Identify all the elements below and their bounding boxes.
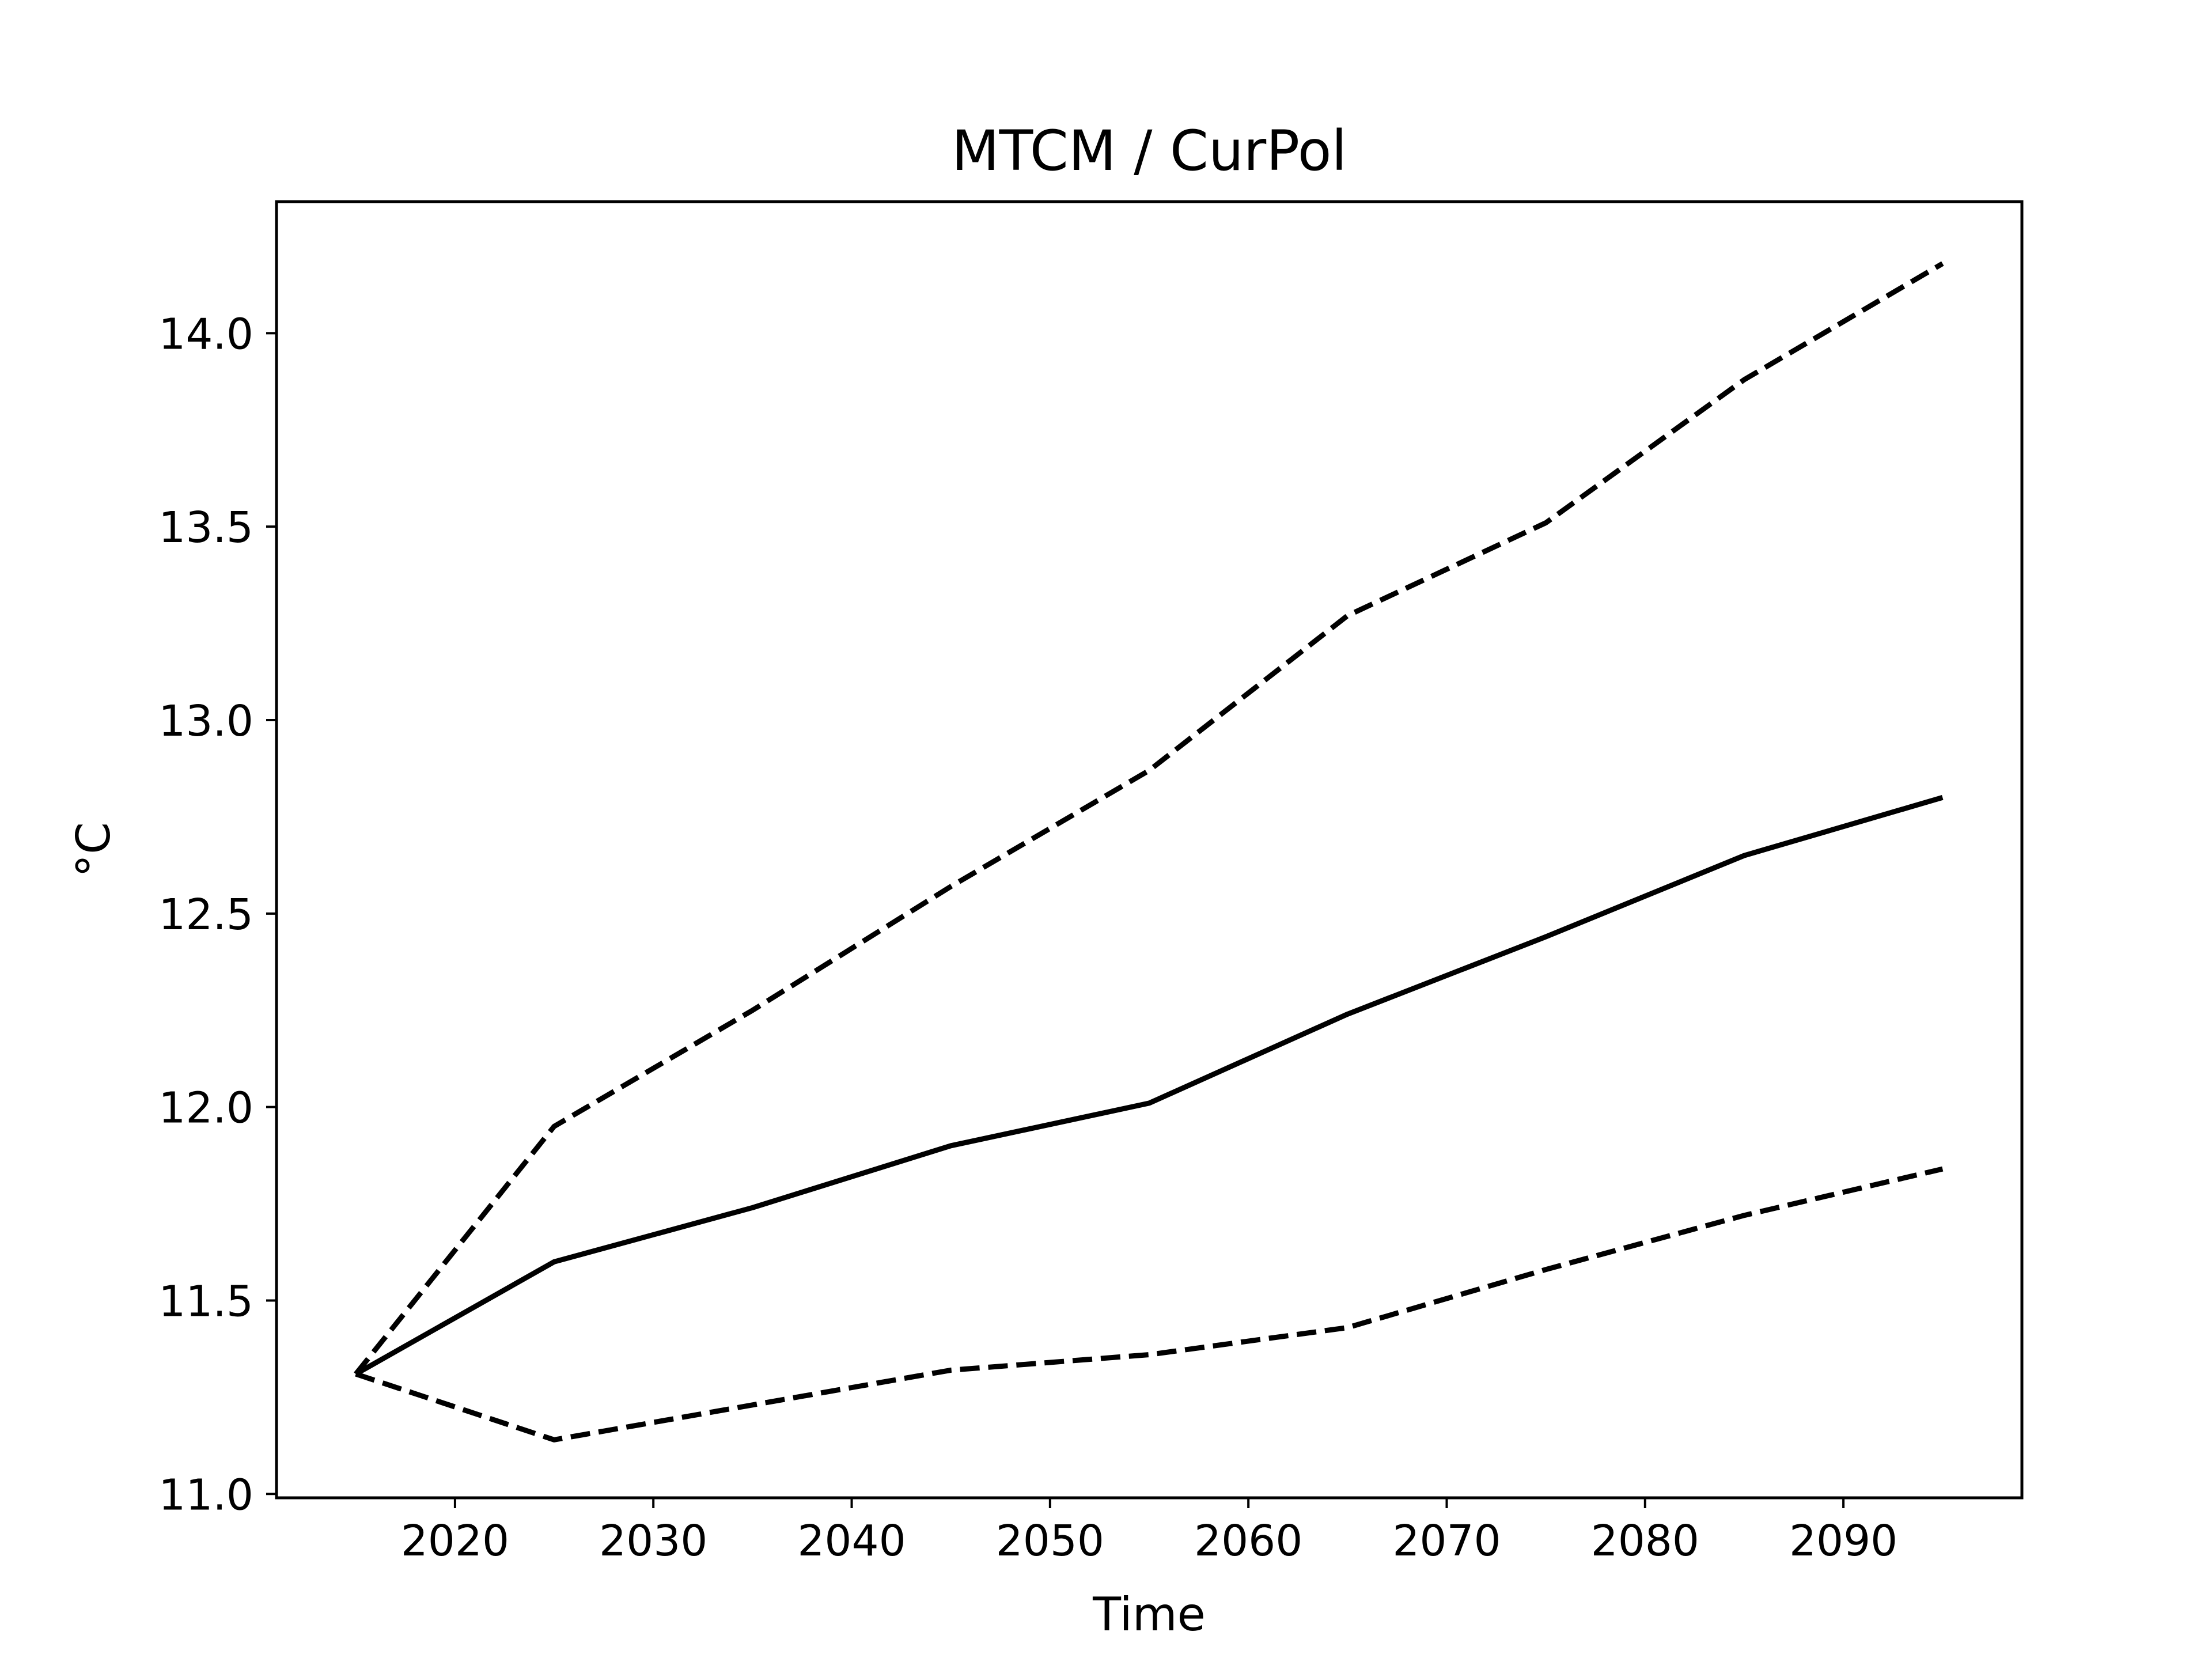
x-tick-label: 2080 [1591,1516,1699,1566]
y-tick-label: 12.5 [158,890,253,940]
y-tick-label: 13.0 [158,696,253,746]
y-axis-label: °C [67,822,120,877]
y-tick-label: 11.0 [158,1470,253,1520]
x-tick-label: 2070 [1392,1516,1501,1566]
y-tick-label: 14.0 [158,309,253,359]
series-layer [354,261,1944,1443]
y-tick-label: 12.0 [158,1084,253,1133]
x-axis-ticks: 2020 2030 2040 2050 2060 2070 2080 2090 [401,1498,1897,1566]
x-axis-label: Time [1092,1588,1206,1641]
chart-title: MTCM / CurPol [952,119,1347,183]
y-tick-label: 11.5 [158,1277,253,1326]
solid-series-line [354,794,1944,1377]
y-tick-label: 13.5 [158,503,253,552]
dashed-series-line-1 [354,261,1944,1376]
plot-frame [275,200,2024,1500]
x-tick-label: 2050 [996,1516,1104,1566]
x-tick-label: 2090 [1789,1516,1897,1566]
x-tick-label: 2020 [401,1516,509,1566]
x-tick-label: 2060 [1194,1516,1302,1566]
y-axis-ticks: 11.0 11.5 12.0 12.5 13.0 13.5 14.0 [158,309,276,1520]
x-tick-label: 2030 [599,1516,707,1566]
x-tick-label: 2040 [797,1516,906,1566]
